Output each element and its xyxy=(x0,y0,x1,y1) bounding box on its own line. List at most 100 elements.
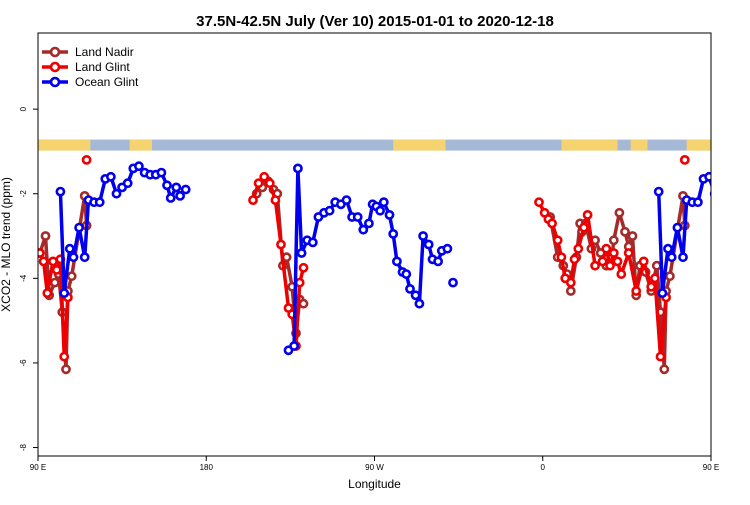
data-point-ocean-glint xyxy=(405,283,415,294)
x-tick-label: 90 E xyxy=(703,463,719,472)
data-point-ocean-glint xyxy=(55,186,66,197)
legend-swatch-marker xyxy=(49,61,61,73)
series-ocean-glint xyxy=(55,161,724,356)
x-axis-label: Longitude xyxy=(348,477,401,491)
data-point-ocean-glint xyxy=(180,184,191,195)
data-point-ocean-glint xyxy=(378,197,389,208)
legend-label: Ocean Glint xyxy=(75,75,139,89)
data-point-land-glint xyxy=(298,262,309,273)
data-point-land-nadir xyxy=(651,260,662,271)
data-point-land-nadir xyxy=(66,271,77,282)
land-band xyxy=(38,139,91,151)
data-point-ocean-glint xyxy=(433,256,443,267)
ocean-band xyxy=(38,139,711,151)
series-land-nadir xyxy=(38,176,690,375)
data-point-land-nadir xyxy=(608,235,619,246)
data-point-ocean-glint xyxy=(175,190,185,201)
data-point-ocean-glint xyxy=(384,209,395,220)
data-point-land-glint xyxy=(573,243,584,254)
data-point-land-glint xyxy=(650,273,660,284)
data-point-ocean-glint xyxy=(59,288,70,298)
legend-swatch-marker xyxy=(49,46,61,58)
chart-title: 37.5N-42.5N July (Ver 10) 2015-01-01 to … xyxy=(196,13,554,30)
land-band xyxy=(686,139,711,151)
x-axis: 90 E 180 90 W 0 90 E xyxy=(30,456,719,472)
legend-item-ocean-glint: Ocean Glint xyxy=(42,75,139,89)
data-point-land-glint xyxy=(605,260,615,271)
data-point-ocean-glint xyxy=(672,222,683,233)
data-point-ocean-glint xyxy=(423,239,434,250)
data-point-ocean-glint xyxy=(448,277,458,288)
series-layer xyxy=(38,154,724,375)
data-point-land-glint xyxy=(616,269,627,279)
data-point-ocean-glint xyxy=(391,256,402,267)
data-point-land-glint xyxy=(38,248,45,258)
data-point-ocean-glint xyxy=(352,212,363,222)
data-point-land-glint xyxy=(582,209,593,220)
x-tick-label: 0 xyxy=(541,463,546,472)
data-point-land-glint xyxy=(270,195,281,205)
y-tick-label: -4 xyxy=(19,274,28,282)
data-point-ocean-glint xyxy=(289,341,299,351)
data-point-land-nadir xyxy=(659,364,670,375)
y-tick-label: -2 xyxy=(19,190,28,198)
data-point-land-glint xyxy=(259,171,270,182)
data-point-land-glint xyxy=(253,178,264,189)
data-point-land-glint xyxy=(81,154,92,165)
data-point-land-glint xyxy=(590,260,600,271)
data-point-ocean-glint xyxy=(296,248,307,258)
land-ocean-strip xyxy=(38,139,711,151)
data-point-land-glint xyxy=(597,256,608,267)
data-point-ocean-glint xyxy=(94,197,105,208)
legend-label: Land Nadir xyxy=(75,45,134,59)
data-point-ocean-glint xyxy=(375,205,385,216)
data-point-land-nadir xyxy=(665,271,675,282)
data-point-ocean-glint xyxy=(410,290,421,301)
data-point-land-nadir xyxy=(40,231,51,241)
data-point-ocean-glint xyxy=(358,224,369,235)
data-point-land-glint xyxy=(552,235,563,246)
data-point-ocean-glint xyxy=(442,243,453,254)
data-point-ocean-glint xyxy=(388,228,399,239)
data-point-land-glint xyxy=(38,256,49,267)
land-band xyxy=(393,139,446,151)
data-point-ocean-glint xyxy=(709,190,711,197)
data-point-ocean-glint xyxy=(106,171,116,182)
data-point-ocean-glint xyxy=(171,182,182,193)
data-point-land-nadir xyxy=(627,231,638,241)
data-point-ocean-glint xyxy=(341,195,352,205)
data-point-land-glint xyxy=(638,256,649,267)
data-point-land-glint xyxy=(569,254,580,265)
y-axis: 0 -2 -4 -6 -8 xyxy=(19,106,38,451)
data-point-ocean-glint xyxy=(363,218,374,229)
data-point-ocean-glint xyxy=(414,298,425,309)
data-point-ocean-glint xyxy=(418,231,428,241)
data-point-land-glint xyxy=(631,286,642,296)
data-point-ocean-glint xyxy=(717,184,724,191)
data-point-land-glint xyxy=(248,195,258,205)
data-point-land-nadir xyxy=(61,364,71,375)
plot-frame xyxy=(37,32,712,457)
data-point-land-glint xyxy=(646,281,657,292)
data-point-land-glint xyxy=(565,277,576,288)
data-point-ocean-glint xyxy=(68,252,79,263)
data-point-ocean-glint xyxy=(79,252,90,263)
series-line-ocean-glint xyxy=(287,166,449,352)
data-point-ocean-glint xyxy=(653,186,664,197)
land-band xyxy=(561,139,618,151)
x-tick-label: 90 E xyxy=(30,463,46,472)
data-point-ocean-glint xyxy=(64,243,75,254)
data-point-land-glint xyxy=(623,248,634,258)
y-axis-label: XCO2 - MLO trend (ppm) xyxy=(0,177,13,312)
data-point-land-nadir xyxy=(565,286,576,296)
legend-item-land-nadir: Land Nadir xyxy=(42,45,134,59)
data-point-land-glint xyxy=(579,222,589,233)
data-point-land-glint xyxy=(264,178,275,189)
data-point-ocean-glint xyxy=(307,237,318,248)
data-point-ocean-glint xyxy=(133,161,144,172)
data-point-ocean-glint xyxy=(666,252,677,263)
data-point-land-nadir xyxy=(49,277,60,288)
data-point-land-glint xyxy=(601,243,612,254)
